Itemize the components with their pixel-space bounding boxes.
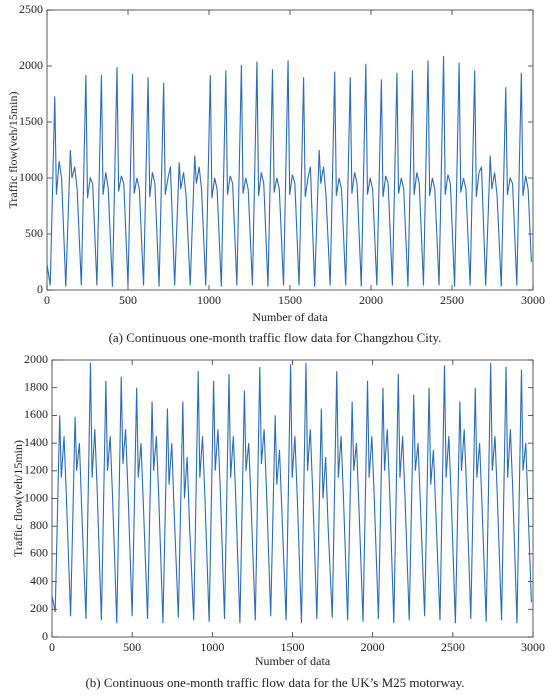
y-tick-label: 400 bbox=[30, 573, 48, 587]
x-axis-label: Number of data bbox=[252, 310, 328, 324]
y-tick-label: 800 bbox=[30, 518, 48, 532]
y-tick-label: 2500 bbox=[19, 2, 43, 16]
x-tick-label: 3000 bbox=[521, 293, 545, 307]
series-line bbox=[46, 55, 532, 287]
x-tick-label: 500 bbox=[119, 293, 137, 307]
caption: (b) Continuous one-month traffic flow da… bbox=[85, 675, 464, 690]
y-tick-label: 0 bbox=[37, 282, 43, 296]
plot-area bbox=[51, 359, 534, 638]
x-tick-label: 2500 bbox=[440, 293, 464, 307]
x-axis-label: Number of data bbox=[255, 654, 331, 668]
y-tick-label: 1500 bbox=[19, 114, 43, 128]
y-axis-label: Traffic flow(veh/15min) bbox=[6, 92, 20, 209]
x-tick-label: 500 bbox=[123, 640, 141, 654]
x-tick-label: 2000 bbox=[359, 293, 383, 307]
y-tick-label: 0 bbox=[42, 629, 48, 643]
x-tick-label: 1500 bbox=[278, 293, 302, 307]
x-tick-label: 2500 bbox=[441, 640, 465, 654]
plot-area bbox=[46, 9, 534, 291]
x-tick-label: 3000 bbox=[521, 640, 545, 654]
x-tick-label: 2000 bbox=[361, 640, 385, 654]
caption: (a) Continuous one-month traffic flow da… bbox=[109, 330, 442, 345]
y-tick-label: 2000 bbox=[19, 58, 43, 72]
x-tick-label: 0 bbox=[49, 640, 55, 654]
x-tick-label: 1000 bbox=[200, 640, 224, 654]
y-tick-label: 1000 bbox=[24, 490, 48, 504]
y-tick-label: 1200 bbox=[24, 463, 48, 477]
x-tick-label: 1500 bbox=[281, 640, 305, 654]
y-tick-label: 1600 bbox=[24, 407, 48, 421]
y-tick-label: 2000 bbox=[24, 352, 48, 366]
y-tick-label: 200 bbox=[30, 601, 48, 615]
y-tick-label: 1400 bbox=[24, 435, 48, 449]
series-line bbox=[51, 362, 532, 624]
x-tick-label: 1000 bbox=[197, 293, 221, 307]
y-tick-label: 500 bbox=[25, 226, 43, 240]
y-tick-label: 600 bbox=[30, 546, 48, 560]
y-tick-label: 1000 bbox=[19, 170, 43, 184]
y-axis-label: Traffic flow(veh/15min) bbox=[11, 440, 25, 557]
x-tick-label: 0 bbox=[44, 293, 50, 307]
y-tick-label: 1800 bbox=[24, 379, 48, 393]
